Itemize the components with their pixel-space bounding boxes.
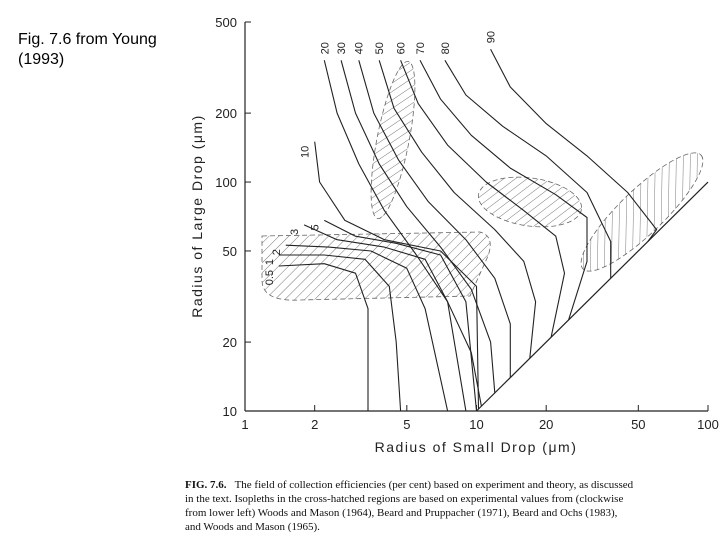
caption-line: and Woods and Mason (1965). (185, 521, 320, 533)
x-tick-label: 50 (631, 417, 645, 432)
isopleth-label: 20 (319, 42, 331, 54)
isopleth (378, 60, 537, 359)
isopleth (340, 60, 496, 393)
caption-line: FIG. 7.6. The field of collection efficie… (185, 479, 634, 491)
isopleth-label: 3 (289, 229, 301, 235)
caption-line: in the text. Isopleths in the cross-hatc… (185, 493, 623, 505)
caption-line: from lower left) Woods and Mason (1964),… (185, 507, 618, 519)
caption-text: The field of collection efficiencies (pe… (235, 479, 634, 491)
isopleth (419, 60, 588, 321)
isopleth-label: 10 (300, 146, 312, 158)
isopleth-label: 80 (440, 42, 452, 54)
isopleth (285, 244, 449, 412)
hatched-region (370, 61, 416, 219)
y-tick-label: 500 (215, 15, 237, 30)
isopleth (490, 49, 658, 242)
note-line: (1993) (18, 51, 64, 68)
isopleth-label: 90 (486, 31, 498, 43)
isopleth (400, 60, 566, 338)
isopleth (314, 141, 480, 410)
x-tick-label: 20 (539, 417, 553, 432)
x-tick-label: 100 (697, 417, 719, 432)
isopleth (444, 60, 612, 279)
isopleth (303, 224, 467, 412)
isopleth-label: 50 (374, 42, 386, 54)
isopleth-label: 5 (309, 224, 321, 230)
isopleth-label: 40 (354, 42, 366, 54)
isopleth-label: 30 (336, 42, 348, 54)
equal-radius-line (476, 181, 709, 412)
hatched-regions (261, 61, 704, 301)
x-tick-label: 2 (311, 417, 318, 432)
hatched-region (580, 152, 704, 272)
y-tick-label: 20 (223, 335, 237, 350)
x-axis-title: Radius of Small Drop (μm) (375, 439, 578, 455)
y-tick-label: 100 (215, 175, 237, 190)
isopleth-label: 2 (271, 249, 283, 255)
y-tick-label: 50 (223, 244, 237, 259)
isopleth (323, 60, 482, 407)
isopleth-label: 0.5 (264, 270, 276, 285)
isopleth-label: 60 (396, 42, 408, 54)
y-tick-label: 10 (223, 404, 237, 419)
x-tick-label: 5 (403, 417, 410, 432)
note-line: Fig. 7.6 from Young (18, 31, 157, 48)
isopleth-label: 1 (264, 259, 276, 265)
y-tick-label: 200 (215, 106, 237, 121)
x-tick-label: 1 (241, 417, 248, 432)
isopleth (278, 263, 369, 411)
y-axis-title: Radius of Large Drop (μm) (189, 114, 205, 318)
caption-label: FIG. 7.6. (185, 479, 227, 491)
isopleth (358, 60, 511, 378)
isopleth (324, 219, 478, 412)
hatched-region (477, 176, 583, 228)
x-tick-label: 10 (469, 417, 483, 432)
isopleth-label: 70 (415, 42, 427, 54)
isopleth (278, 254, 402, 412)
